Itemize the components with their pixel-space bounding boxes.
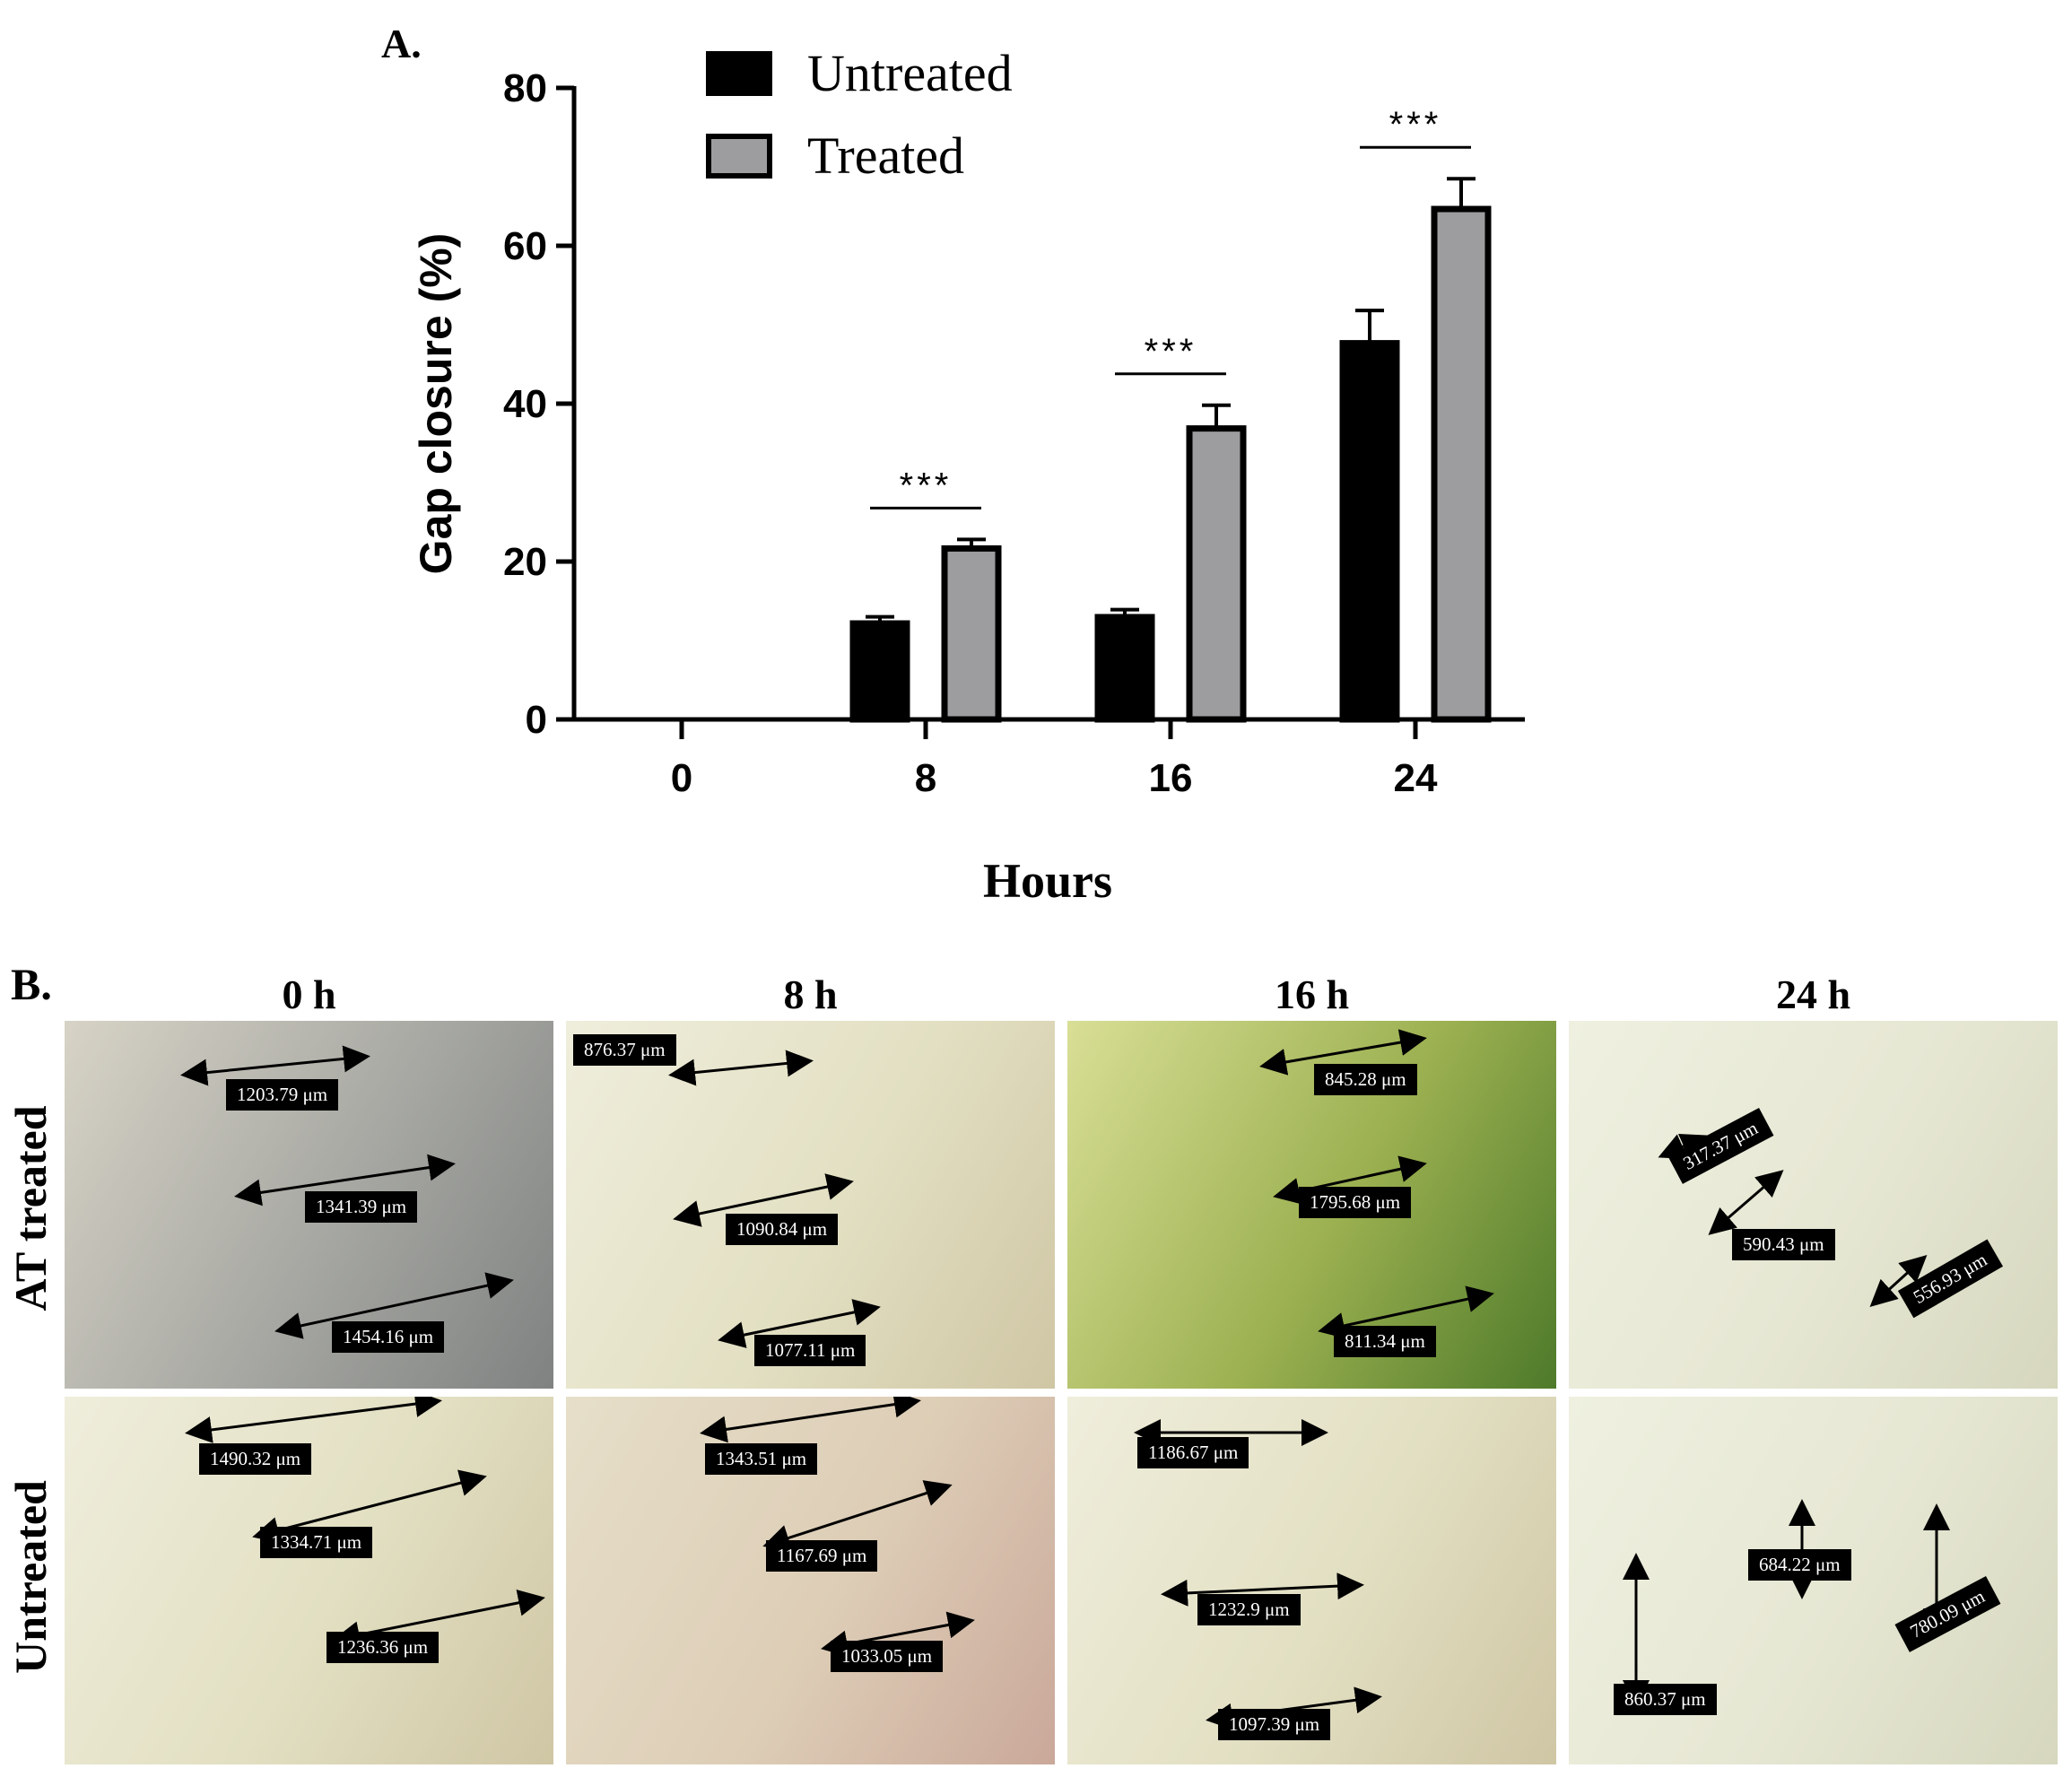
measurement-label: 811.34 μm (1334, 1326, 1436, 1357)
row-label-untreated: Untreated (5, 1480, 56, 1674)
y-axis-title: Gap closure (%) (411, 233, 461, 575)
measurement-label: 1795.68 μm (1299, 1187, 1412, 1218)
bar-untreated (1339, 340, 1400, 723)
measurement-arrow (274, 1272, 514, 1339)
micrograph-1-3: 684.22 μm 780.09 μm 860.37 μm (1569, 1397, 2058, 1764)
significance-label: *** (1389, 105, 1442, 144)
measurement-arrow (1869, 1254, 1928, 1308)
measurement-label: 590.43 μm (1732, 1229, 1835, 1260)
measurement-arrows (1658, 1134, 1928, 1308)
panel-b-label: B. (11, 959, 52, 1009)
measurement-arrows (180, 1045, 514, 1339)
gap-closure-bar-chart: 0 20 40 60 80 0 8 16 24 Hours Gap closure (%) *** **… (411, 44, 1525, 908)
measurement-arrow (234, 1154, 456, 1207)
y-tick-label: 20 (503, 540, 547, 584)
measurement-label: 845.28 μm (1314, 1064, 1417, 1095)
panel-a-label: A. (381, 21, 422, 66)
micrograph-0-2: 845.28 μm 1795.68 μm 811.34 μm (1067, 1021, 1556, 1389)
measurement-arrow (668, 1050, 814, 1086)
measurement-arrow (1259, 1029, 1427, 1076)
measurement-arrow (1318, 1285, 1494, 1339)
micrograph-0-1: 876.37 μm 1090.84 μm 1077.11 μm (566, 1021, 1055, 1389)
bar-untreated (849, 620, 910, 723)
micrograph-1-0: 1490.32 μm 1334.71 μm 1236.36 μm (65, 1397, 553, 1764)
legend-swatch-untreated (706, 51, 772, 96)
measurement-label: 1186.67 μm (1137, 1437, 1249, 1468)
y-tick-label: 60 (503, 224, 547, 268)
bar-treated (941, 545, 1002, 723)
measurement-label: 1203.79 μm (226, 1079, 339, 1111)
measurement-arrow (252, 1469, 487, 1544)
column-header-0h: 0 h (282, 971, 336, 1017)
measurement-label: 1232.9 μm (1197, 1594, 1301, 1625)
x-tick-label: 24 (1394, 756, 1438, 800)
measurement-arrow (700, 1397, 921, 1443)
x-tick-label: 8 (915, 756, 936, 800)
legend-label-untreated: Untreated (807, 44, 1013, 102)
x-axis-title: Hours (983, 854, 1112, 908)
y-tick-label: 40 (503, 382, 547, 426)
significance-label: *** (1145, 332, 1197, 371)
bar-treated (1431, 205, 1492, 723)
measurement-arrow (673, 1173, 854, 1227)
micrograph-1-2: 1186.67 μm 1232.9 μm 1097.39 μm (1067, 1397, 1556, 1764)
column-header-8h: 8 h (783, 971, 838, 1017)
y-tick-label: 80 (503, 66, 547, 110)
measurement-label: 1343.51 μm (705, 1443, 818, 1475)
measurement-label: 1490.32 μm (199, 1443, 312, 1475)
micrograph-0-3: 317.37 μm 590.43 μm 556.93 μm (1569, 1021, 2058, 1389)
micrograph-0-0: 1203.79 μm 1341.39 μm 1454.16 μm (65, 1021, 553, 1389)
measurement-label: 684.22 μm (1748, 1549, 1851, 1581)
measurement-label: 1454.16 μm (332, 1321, 445, 1353)
measurement-arrow (1161, 1573, 1364, 1607)
measurement-arrow (1708, 1170, 1784, 1235)
legend-swatch-treated (706, 134, 772, 179)
measurement-label: 1077.11 μm (754, 1335, 866, 1366)
y-tick-label: 0 (526, 698, 547, 742)
significance-label: *** (900, 466, 953, 505)
x-tick-label: 0 (671, 756, 692, 800)
bar-treated (1186, 425, 1247, 723)
legend-label-treated: Treated (807, 126, 964, 185)
micrograph-1-1: 1343.51 μm 1167.69 μm 1033.05 μm (566, 1397, 1055, 1764)
measurement-label: 1341.39 μm (305, 1191, 418, 1223)
row-label-at-treated: AT treated (5, 1105, 56, 1311)
measurement-label: 860.37 μm (1614, 1684, 1717, 1715)
measurement-label: 1334.71 μm (260, 1527, 373, 1558)
measurement-label: 1167.69 μm (766, 1540, 878, 1572)
column-header-24h: 24 h (1775, 971, 1851, 1017)
measurement-label: 1033.05 μm (831, 1641, 944, 1672)
measurement-arrow (180, 1045, 370, 1086)
measurement-label: 1236.36 μm (326, 1632, 440, 1663)
measurement-arrows (668, 1050, 881, 1348)
measurement-label: 1090.84 μm (726, 1214, 839, 1245)
x-tick-label: 16 (1149, 756, 1193, 800)
bar-untreated (1094, 614, 1155, 723)
measurement-arrow (185, 1397, 442, 1443)
measurement-arrow (718, 1299, 881, 1348)
measurement-arrow (762, 1480, 953, 1551)
column-header-16h: 16 h (1274, 971, 1350, 1017)
measurement-label: 1097.39 μm (1218, 1709, 1331, 1740)
measurement-label: 876.37 μm (573, 1034, 676, 1066)
